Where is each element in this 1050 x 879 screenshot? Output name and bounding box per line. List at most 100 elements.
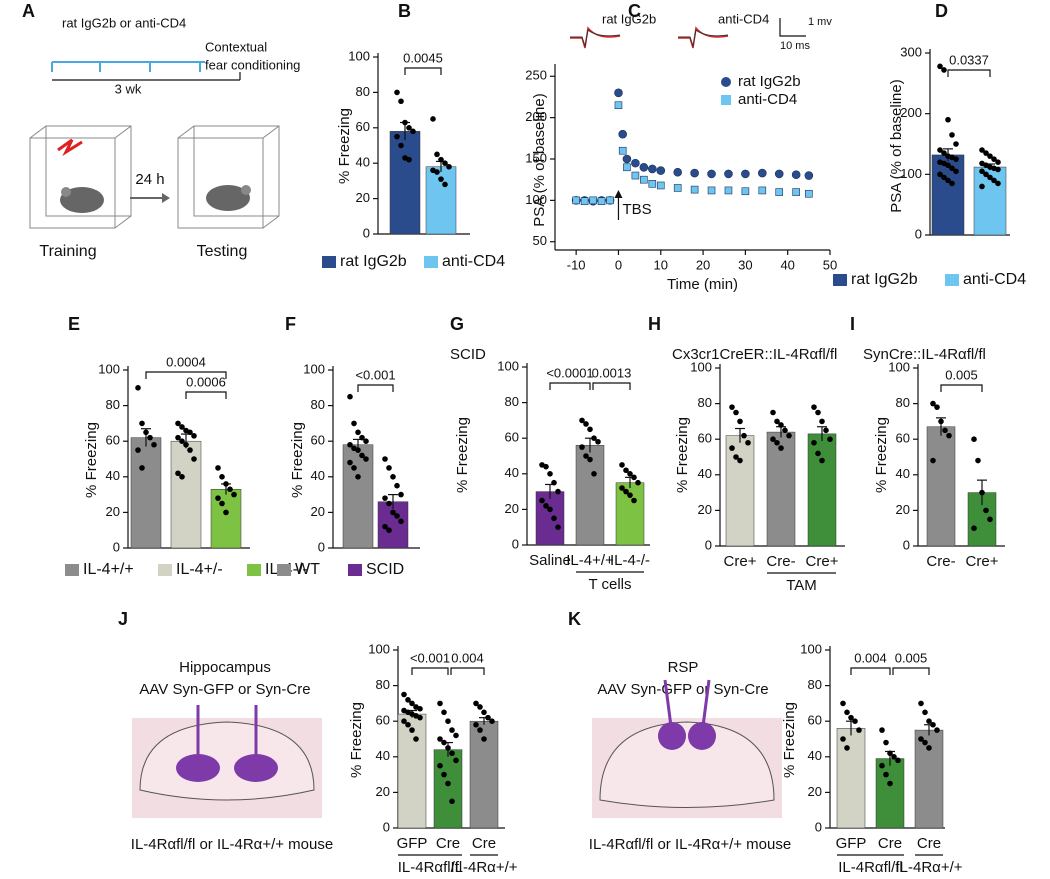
data-point [883, 771, 889, 778]
data-point [139, 465, 145, 471]
data-point [580, 197, 589, 205]
y-tick-label: 100 [348, 48, 370, 63]
y-tick-label: 0 [363, 225, 370, 240]
bar [725, 435, 755, 547]
y-tick-label: 40 [356, 155, 370, 170]
y-tick-label: 80 [698, 395, 712, 410]
data-point [481, 736, 487, 742]
panel-letter: D [935, 1, 948, 21]
data-point [449, 798, 455, 805]
data-point [937, 63, 943, 70]
data-point [648, 180, 657, 188]
x-tick-label: GFP [836, 835, 867, 852]
data-point [690, 185, 699, 194]
data-point [347, 393, 353, 400]
data-point [614, 88, 623, 98]
x-tick-label: Cre- [766, 553, 795, 570]
data-point [918, 736, 924, 742]
annotation: TBS [622, 201, 651, 218]
group-label: IL-4Rα+/+ [450, 859, 517, 876]
legend-label: SCID [366, 561, 404, 578]
panel-letter: J [118, 609, 128, 629]
data-point [774, 439, 780, 446]
y-tick-label: 80 [896, 395, 910, 410]
data-point [227, 486, 233, 493]
data-point [930, 457, 936, 464]
x-tick-label: -10 [567, 257, 586, 272]
y-tick-label: 0 [383, 819, 390, 834]
data-point [690, 168, 699, 178]
data-point [737, 457, 743, 464]
data-point [219, 500, 225, 507]
data-point [543, 503, 549, 509]
data-point [437, 700, 443, 707]
trace [570, 26, 621, 49]
data-point [934, 727, 940, 733]
test-label: fear conditioning [205, 57, 300, 72]
y-tick-label: 40 [311, 468, 325, 483]
data-point [351, 420, 357, 427]
inset-label: anti-CD4 [718, 11, 769, 26]
data-point [778, 445, 784, 451]
data-point [887, 750, 893, 757]
data-point [597, 197, 606, 205]
bracket [411, 667, 449, 675]
data-point [437, 736, 443, 742]
x-tick-label: 40 [780, 257, 794, 272]
data-point [402, 119, 408, 126]
y-tick-label: 20 [376, 784, 390, 799]
chart-title: SCID [450, 346, 486, 363]
panel-letter: A [22, 1, 35, 21]
bar [875, 758, 905, 829]
data-point [946, 432, 952, 439]
data-point [390, 474, 396, 480]
brain-diagram [132, 705, 322, 818]
y-tick-label: 80 [311, 397, 325, 412]
data-point [187, 447, 193, 453]
data-point [815, 450, 821, 457]
data-point [770, 409, 776, 416]
bar [766, 431, 796, 547]
data-point [215, 465, 221, 471]
y-tick-label: 20 [311, 504, 325, 519]
data-point [937, 171, 943, 178]
y-tick-label: 50 [533, 233, 547, 248]
y-axis-label: % Freezing [674, 417, 691, 493]
data-point [449, 727, 455, 733]
scale-label: 1 mv [808, 16, 832, 28]
data-point [983, 507, 989, 514]
x-tick-label: Cre [472, 835, 496, 852]
region-label: RSP [668, 659, 699, 676]
y-tick-label: 100 [368, 641, 390, 656]
data-point [591, 435, 597, 442]
group-label: TAM [786, 577, 817, 594]
data-point [409, 700, 415, 707]
data-point [437, 762, 443, 769]
data-point [945, 116, 951, 123]
data-point [941, 150, 947, 156]
y-axis-label: % Freezing [289, 422, 306, 498]
testing-box [177, 125, 280, 229]
timeline [51, 61, 241, 81]
data-point [945, 162, 951, 169]
data-point [852, 718, 858, 724]
legend-label: anti-CD4 [963, 271, 1026, 288]
data-point [941, 174, 947, 181]
data-point [363, 456, 369, 462]
data-point [949, 180, 955, 187]
data-point [539, 497, 545, 504]
annotation-arrow-head [614, 190, 623, 198]
data-point [446, 163, 452, 170]
legend-swatch [424, 256, 438, 268]
data-point [223, 509, 229, 516]
data-point [778, 422, 784, 428]
data-point [175, 434, 181, 441]
y-tick-label: 100 [888, 359, 910, 374]
data-point [979, 147, 985, 153]
inset-label: rat IgG2b [602, 11, 656, 26]
bracket [404, 67, 442, 75]
x-tick-label: Cre [436, 835, 460, 852]
data-point [937, 147, 943, 153]
data-point [231, 491, 237, 498]
